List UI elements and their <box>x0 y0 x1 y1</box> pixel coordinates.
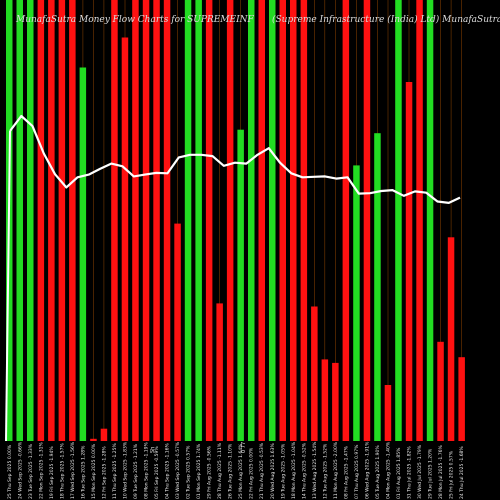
bar <box>248 0 255 441</box>
money-flow-series <box>9 114 461 204</box>
bar <box>437 341 444 441</box>
x-tick-label: 04 Thu Sep 2025 -1.16% <box>165 443 171 499</box>
x-tick-label: 21 Thu Aug 2025 -0.53% <box>259 442 265 499</box>
x-tick-label: 07 Thu Aug 2025 0.97% <box>354 444 360 499</box>
bar <box>426 0 434 441</box>
watermark-value: 0 77 <box>241 442 247 453</box>
bar <box>405 82 413 441</box>
x-tick-label: 15 Mon Sep 2025 0.00% <box>91 443 97 499</box>
x-tick-label: 23 Tue Sep 2025 -1.33% <box>28 443 34 499</box>
bar <box>100 428 108 441</box>
x-tick-label: 28 Mon Jul 2025 -1.76% <box>438 445 444 499</box>
bar <box>27 0 34 441</box>
bar <box>216 303 223 441</box>
bar <box>374 133 381 441</box>
bar <box>79 67 87 441</box>
x-tick-label: 26 Tue Aug 2025 -1.10% <box>228 443 234 499</box>
bar <box>226 0 234 441</box>
x-tick-label: 10 Wed Sep 2025 -1.83% <box>123 441 129 499</box>
bar <box>237 129 244 441</box>
x-tick-label: 18 Mon Aug 2025 -1.04% <box>291 441 297 499</box>
bar <box>90 438 97 441</box>
x-tick-label: 24 Thu Jul 2025 -1.68% <box>459 446 465 499</box>
x-tick-label: 25 Fri Jul 2025 0.57% <box>449 450 455 499</box>
bar <box>132 0 139 441</box>
bar <box>279 0 286 441</box>
bar <box>153 0 160 441</box>
bar <box>395 0 402 441</box>
x-tick-label: 28 Thu Aug 2025 -1.11% <box>217 442 223 499</box>
x-tick-label: 01 Mon Sep 2025 1.74% <box>196 443 202 499</box>
x-tick-label: 18 Thu Sep 2025 -1.57% <box>59 443 65 499</box>
bar <box>142 0 150 441</box>
bars <box>6 0 465 441</box>
x-tick-label: 03 Wed Sep 2025 -0.57% <box>175 441 181 499</box>
bar <box>195 0 202 441</box>
x-tick-label: 16 Tue Sep 2025 1.28% <box>80 445 86 499</box>
bar <box>416 0 423 441</box>
bar <box>342 0 350 441</box>
bar <box>121 37 129 441</box>
x-tick-label: 25 Mon Aug 2025 1.64% <box>238 443 244 499</box>
x-tick-label: 08 Mon Sep 2025 -1.19% <box>144 441 150 499</box>
x-tick-label: 13 Wed Aug 2025 -1.54% <box>312 441 318 499</box>
bar <box>48 0 55 441</box>
x-tick-label: 09 Tue Sep 2025 -1.21% <box>133 443 139 499</box>
x-tick-label: 22 Mon Sep 2025 -1.31% <box>38 441 44 499</box>
x-tick-label: 17 Wed Sep 2025 -1.56% <box>70 441 76 499</box>
bar <box>300 0 308 441</box>
bar <box>174 223 181 441</box>
bar <box>458 357 465 441</box>
x-tick-label: 24 Wed Sep 2025 -0.66% <box>17 441 23 499</box>
x-tick-label: 25 Thu Sep 2025 0.00% <box>7 444 13 499</box>
money-flow-line <box>5 114 461 442</box>
x-tick-label: 12 Fri Sep 2025 -1.28% <box>101 446 107 499</box>
x-tick-label: 30 Wed Jul 2025 -1.79% <box>417 444 423 499</box>
x-tick-label: 12 Tue Aug 2025 -1.52% <box>322 443 328 499</box>
x-tick-label: 22 Fri Aug 2025 0.00% <box>249 447 255 499</box>
watermark-label: Sh <box>150 447 156 453</box>
bar <box>184 0 192 441</box>
bar <box>163 0 171 441</box>
x-tick-labels: 25 Thu Sep 2025 0.00% 24 Wed Sep 2025 -0.… <box>7 441 465 499</box>
bar <box>269 0 276 441</box>
bar <box>311 306 318 441</box>
x-tick-label: 06 Wed Aug 2025 -1.91% <box>364 441 370 499</box>
x-tick-label: 02 Tue Sep 2025 0.57% <box>186 445 192 499</box>
bar <box>69 0 76 441</box>
bar <box>58 0 66 441</box>
x-tick-label: 20 Wed Aug 2025 1.63% <box>270 442 276 499</box>
x-tick-label: 14 Thu Aug 2025 -0.52% <box>301 442 307 499</box>
x-tick-label: 05 Tue Aug 2025 1.90% <box>375 445 381 499</box>
bar <box>290 0 297 441</box>
bar <box>16 0 23 441</box>
x-tick-label: 11 Thu Sep 2025 -1.25% <box>112 443 118 499</box>
bar <box>384 385 392 441</box>
bar <box>332 362 339 441</box>
bar <box>363 0 371 441</box>
x-tick-label: 11 Mon Aug 2025 -2.00% <box>333 441 339 499</box>
chart-title: MunafaSutra Money Flow Charts for SUPREM… <box>15 15 255 25</box>
bar <box>258 0 265 441</box>
x-tick-label: 31 Thu Jul 2025 -1.82% <box>407 446 413 499</box>
bar <box>37 0 45 441</box>
x-tick-label: 19 Fri Sep 2025 -1.94% <box>49 446 55 499</box>
x-tick-label: 29 Tue Jul 2025 1.20% <box>428 448 434 499</box>
bar <box>111 0 118 441</box>
x-tick-label: 04 Mon Aug 2025 -1.40% <box>386 441 392 499</box>
x-tick-label: 29 Fri Aug 2025 -0.56% <box>207 445 213 499</box>
bar <box>447 237 455 441</box>
bar <box>205 0 213 441</box>
money-flow-series-start <box>5 130 11 442</box>
x-tick-label: 19 Tue Aug 2025 -1.05% <box>280 443 286 499</box>
x-tick-label: 05 Fri Sep 2025 -0.59% <box>154 446 160 499</box>
x-tick-label: 08 Fri Aug 2025 -1.47% <box>343 445 349 499</box>
bar <box>353 165 360 441</box>
bar <box>321 359 329 441</box>
x-tick-label: 01 Fri Aug 2025 1.85% <box>396 447 402 499</box>
chart-title-right: (Supreme Infrastructure (India) Ltd) Mun… <box>272 14 500 25</box>
